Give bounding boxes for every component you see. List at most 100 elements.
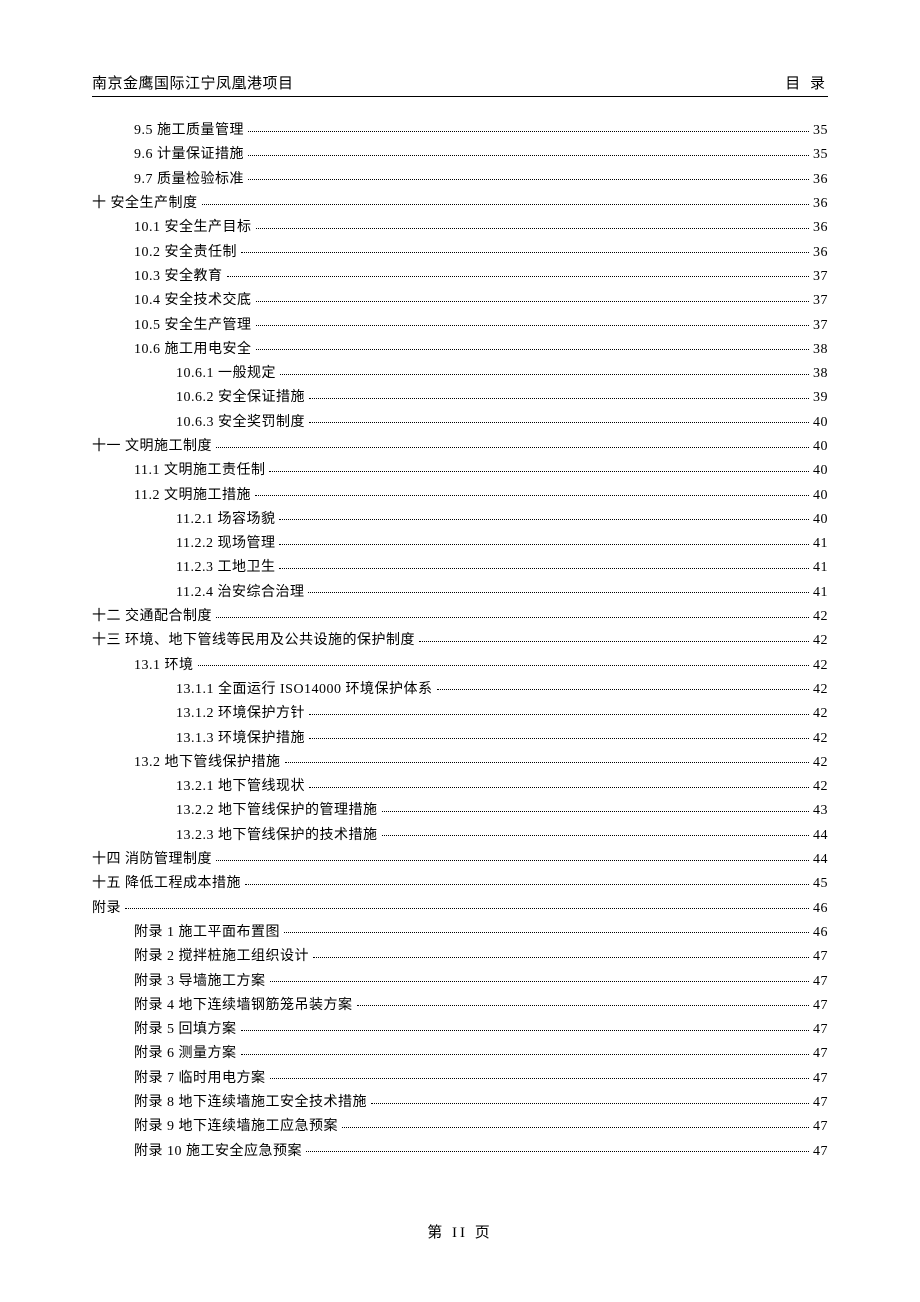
toc-leader-dots	[313, 957, 809, 958]
toc-entry-label: 十一 文明施工制度	[92, 440, 214, 454]
toc-entry-label: 十二 交通配合制度	[92, 610, 214, 624]
toc-entry: 附录 9 地下连续墙施工应急预案47	[92, 1115, 828, 1139]
toc-entry-page: 37	[811, 270, 828, 284]
toc-entry: 11.2.1 场容场貌40	[92, 508, 828, 532]
toc-entry-label: 10.6.3 安全奖罚制度	[176, 416, 307, 430]
toc-leader-dots	[342, 1127, 809, 1128]
toc-leader-dots	[382, 811, 810, 812]
toc-entry-label: 13.2.3 地下管线保护的技术措施	[176, 829, 380, 843]
toc-entry: 13.2.3 地下管线保护的技术措施 44	[92, 824, 828, 848]
toc-leader-dots	[285, 762, 810, 763]
toc-entry-page: 42	[811, 683, 828, 697]
toc-leader-dots	[248, 155, 809, 156]
toc-entry-label: 附录 4 地下连续墙钢筋笼吊装方案	[134, 999, 355, 1013]
toc-leader-dots	[308, 592, 809, 593]
toc-entry-page: 47	[811, 1072, 828, 1086]
toc-entry: 十 安全生产制度36	[92, 192, 828, 216]
toc-leader-dots	[309, 398, 809, 399]
toc-entry-page: 42	[811, 659, 828, 673]
toc-entry-label: 11.1 文明施工责任制	[134, 464, 267, 478]
toc-entry-label: 13.1.3 环境保护措施	[176, 732, 307, 746]
toc-entry: 11.2 文明施工措施 40	[92, 483, 828, 507]
toc-entry: 13.2 地下管线保护措施 42	[92, 751, 828, 775]
toc-leader-dots	[248, 179, 809, 180]
toc-entry: 10.5 安全生产管理37	[92, 313, 828, 337]
toc-entry-label: 十四 消防管理制度	[92, 853, 214, 867]
toc-entry: 9.7 质量检验标准36	[92, 168, 828, 192]
toc-entry: 10.3 安全教育37	[92, 265, 828, 289]
toc-entry-label: 11.2.4 治安综合治理	[176, 586, 306, 600]
toc-leader-dots	[269, 471, 809, 472]
toc-entry: 11.2.3 工地卫生41	[92, 556, 828, 580]
toc-entry-page: 47	[811, 1145, 828, 1159]
toc-leader-dots	[309, 714, 809, 715]
toc-entry-page: 46	[811, 902, 828, 916]
header-section-title: 目 录	[785, 72, 828, 93]
toc-leader-dots	[284, 932, 809, 933]
toc-entry-label: 十三 环境、地下管线等民用及公共设施的保护制度	[92, 634, 417, 648]
toc-entry-label: 11.2 文明施工措施	[134, 489, 253, 503]
toc-leader-dots	[216, 860, 809, 861]
toc-entry-label: 9.6 计量保证措施	[134, 148, 246, 162]
toc-leader-dots	[382, 835, 810, 836]
toc-entry-page: 36	[811, 197, 828, 211]
toc-entry-page: 38	[811, 367, 828, 381]
toc-entry-label: 13.2.2 地下管线保护的管理措施	[176, 804, 380, 818]
toc-entry-label: 附录 5 回填方案	[134, 1023, 239, 1037]
toc-leader-dots	[279, 568, 809, 569]
toc-entry: 11.2.4 治安综合治理 41	[92, 581, 828, 605]
page-header: 南京金鹰国际江宁凤凰港项目 目 录	[92, 72, 828, 97]
toc-entry-page: 46	[811, 926, 828, 940]
toc-entry-label: 十五 降低工程成本措施	[92, 877, 243, 891]
page-number: 第 II 页	[427, 1225, 493, 1241]
toc-entry-page: 37	[811, 294, 828, 308]
toc-entry-label: 13.1 环境	[134, 659, 196, 673]
toc-entry: 附录 46	[92, 897, 828, 921]
toc-entry-page: 41	[811, 586, 828, 600]
toc-entry-label: 附录	[92, 902, 123, 916]
toc-entry: 附录 3 导墙施工方案47	[92, 969, 828, 993]
toc-leader-dots	[256, 228, 810, 229]
toc-entry-page: 42	[811, 634, 828, 648]
toc-entry-page: 42	[811, 732, 828, 746]
toc-entry-page: 47	[811, 975, 828, 989]
toc-leader-dots	[125, 908, 809, 909]
toc-entry: 13.1.3 环境保护措施 42	[92, 726, 828, 750]
toc-entry-label: 附录 1 施工平面布置图	[134, 926, 282, 940]
toc-entry: 附录 4 地下连续墙钢筋笼吊装方案 47	[92, 994, 828, 1018]
toc-entry-label: 10.2 安全责任制	[134, 246, 239, 260]
toc-entry-page: 42	[811, 610, 828, 624]
toc-entry-page: 47	[811, 999, 828, 1013]
toc-entry-page: 35	[811, 124, 828, 138]
toc-entry: 9.5 施工质量管理35	[92, 119, 828, 143]
toc-entry-page: 42	[811, 780, 828, 794]
toc-entry: 附录 5 回填方案47	[92, 1018, 828, 1042]
toc-leader-dots	[371, 1103, 809, 1104]
toc-entry-page: 40	[811, 489, 828, 503]
toc-leader-dots	[245, 884, 809, 885]
toc-entry: 10.6.1 一般规定38	[92, 362, 828, 386]
toc-entry-page: 42	[811, 756, 828, 770]
toc-entry: 13.2.2 地下管线保护的管理措施 43	[92, 799, 828, 823]
toc-entry: 附录 6 测量方案47	[92, 1042, 828, 1066]
toc-entry-label: 13.2.1 地下管线现状	[176, 780, 307, 794]
toc-entry: 10.6.3 安全奖罚制度 40	[92, 411, 828, 435]
toc-entry: 13.1.1 全面运行 ISO14000 环境保护体系42	[92, 678, 828, 702]
toc-entry-label: 10.5 安全生产管理	[134, 319, 254, 333]
toc-entry: 附录 8 地下连续墙施工安全技术措施47	[92, 1091, 828, 1115]
toc-leader-dots	[270, 981, 810, 982]
toc-leader-dots	[279, 544, 809, 545]
toc-entry: 11.1 文明施工责任制40	[92, 459, 828, 483]
toc-entry-page: 44	[811, 829, 828, 843]
page-footer: 第 II 页	[0, 1221, 920, 1242]
toc-entry-page: 43	[811, 804, 828, 818]
toc-entry: 附录 2 搅拌桩施工组织设计47	[92, 945, 828, 969]
toc-entry-page: 40	[811, 416, 828, 430]
toc-entry: 十二 交通配合制度 42	[92, 605, 828, 629]
toc-entry: 十四 消防管理制度44	[92, 848, 828, 872]
toc-entry-label: 13.2 地下管线保护措施	[134, 756, 283, 770]
toc-leader-dots	[256, 325, 810, 326]
toc-entry-page: 47	[811, 1120, 828, 1134]
toc-entry-label: 附录 8 地下连续墙施工安全技术措施	[134, 1096, 369, 1110]
toc-leader-dots	[279, 519, 809, 520]
